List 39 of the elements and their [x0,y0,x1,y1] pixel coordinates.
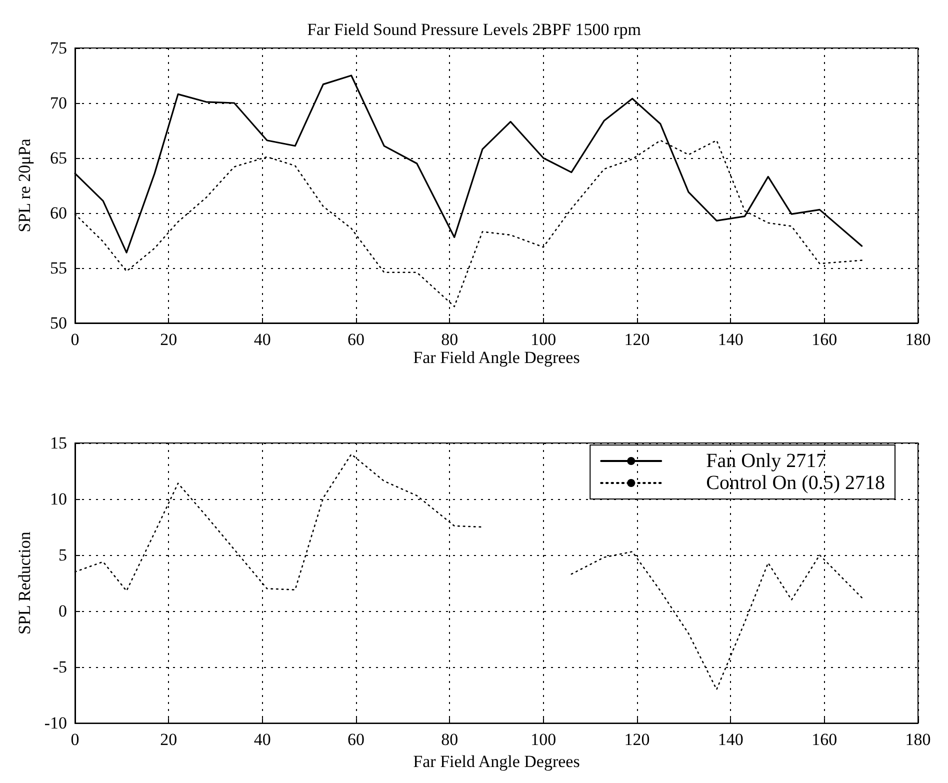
x-tick-label: 140 [718,730,744,750]
x-tick-label: 160 [812,330,838,349]
x-tick-label: 40 [254,730,271,750]
x-axis-title: Far Field Angle Degrees [413,752,580,771]
x-tick-label: 100 [530,330,556,349]
y-tick-label: 55 [50,258,67,278]
y-tick-label: -5 [52,658,67,677]
x-tick-label: 180 [905,730,931,750]
x-tick-label: 100 [530,730,556,750]
y-tick-label: 5 [58,546,67,565]
y-tick-label: 10 [50,490,67,509]
x-tick-label: 0 [70,330,80,349]
y-axis-title: SPL re 20μPa [15,138,34,232]
x-tick-label: 120 [624,730,650,750]
y-tick-label: 60 [50,204,67,222]
x-tick-label: 140 [718,330,744,349]
x-tick-label: 120 [624,330,650,349]
x-tick-label: 0 [70,730,80,750]
y-tick-label: 0 [58,602,67,621]
x-tick-label: 40 [254,330,271,349]
y-tick-label: 70 [50,94,67,112]
y-tick-label: 50 [50,314,67,332]
x-tick-label: 60 [348,330,364,349]
x-tick-label: 20 [160,730,178,750]
x-tick-label: 20 [160,330,178,349]
y-tick-label: -10 [44,714,67,733]
chart-title: Far Field Sound Pressure Levels 2BPF 1500 rpm [307,20,641,39]
y-tick-label: 15 [50,434,67,452]
legend-label: Fan Only 2717 [706,450,826,472]
x-axis-title: Far Field Angle Degrees [413,348,580,367]
x-tick-label: 180 [905,330,931,349]
y-tick-label: 65 [50,148,67,168]
x-tick-label: 80 [441,730,458,750]
y-axis-title: SPL Reduction [15,531,34,634]
legend-label: Control On (0.5) 2718 [706,472,886,494]
x-tick-label: 160 [812,730,838,750]
x-tick-label: 60 [348,730,364,750]
x-tick-label: 80 [441,330,458,349]
y-tick-label: 75 [50,38,67,58]
